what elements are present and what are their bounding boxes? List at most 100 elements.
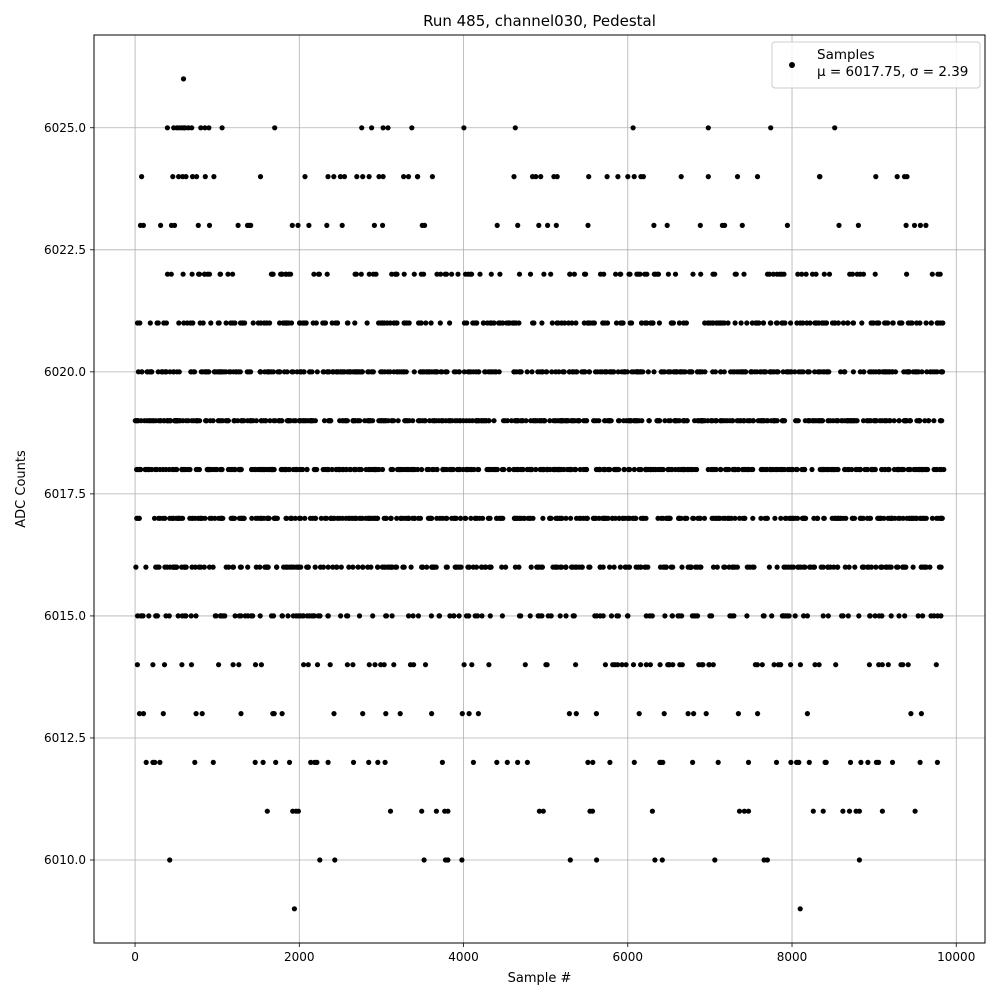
data-point — [279, 711, 285, 717]
data-point — [248, 613, 254, 619]
data-point — [554, 174, 560, 180]
data-point — [676, 515, 682, 521]
data-point — [431, 369, 437, 375]
y-tick-label: 6012.5 — [44, 731, 86, 745]
data-point — [783, 564, 789, 570]
data-point — [922, 418, 928, 424]
data-point — [788, 759, 794, 766]
data-point — [666, 369, 672, 375]
data-point — [795, 271, 801, 277]
data-point — [429, 174, 435, 180]
data-point — [754, 174, 761, 180]
data-point — [714, 564, 720, 570]
data-point — [160, 711, 166, 717]
data-point — [751, 564, 757, 570]
data-point — [456, 613, 462, 619]
data-point — [174, 369, 180, 375]
x-axis-label: Sample # — [508, 971, 572, 986]
data-point — [213, 369, 219, 375]
data-point — [800, 515, 806, 521]
data-point — [408, 564, 414, 570]
data-point — [597, 564, 604, 570]
data-point — [388, 564, 394, 570]
data-point — [768, 125, 774, 131]
data-point — [771, 662, 777, 668]
data-point — [354, 174, 360, 180]
data-point — [773, 759, 780, 766]
data-point — [366, 174, 372, 180]
data-point — [151, 515, 158, 521]
data-point — [914, 418, 920, 424]
data-point — [607, 759, 613, 766]
data-point — [845, 320, 851, 326]
data-point — [336, 466, 342, 473]
data-point — [529, 369, 535, 375]
data-point — [210, 759, 216, 766]
data-point — [387, 808, 394, 814]
data-point — [136, 515, 142, 521]
data-point — [352, 320, 358, 326]
data-point — [873, 174, 879, 180]
data-point — [236, 662, 242, 668]
data-point — [727, 418, 733, 424]
data-point — [717, 466, 724, 473]
data-point — [298, 369, 304, 375]
data-point — [601, 271, 607, 277]
data-point — [543, 662, 549, 668]
data-point — [160, 466, 166, 473]
data-point — [715, 759, 721, 766]
data-point — [847, 759, 854, 766]
data-point — [615, 174, 621, 180]
data-point — [566, 711, 573, 717]
data-point — [660, 466, 666, 473]
data-point — [512, 564, 519, 570]
data-point — [867, 369, 873, 375]
data-point — [643, 466, 649, 473]
data-point — [196, 564, 202, 570]
data-point — [613, 271, 619, 277]
data-point — [303, 418, 309, 424]
data-point — [712, 271, 718, 277]
data-point — [415, 174, 421, 180]
data-point — [812, 369, 818, 375]
data-point — [792, 515, 798, 521]
data-point — [922, 564, 928, 570]
data-point — [353, 271, 359, 277]
data-point — [410, 418, 416, 424]
data-point — [690, 271, 696, 277]
data-point — [522, 515, 528, 521]
data-point — [409, 125, 415, 131]
data-point — [173, 564, 179, 570]
data-point — [306, 369, 313, 375]
data-point — [301, 662, 307, 668]
data-point — [314, 369, 320, 375]
data-point — [494, 222, 500, 228]
data-point — [356, 466, 362, 473]
data-point — [835, 320, 842, 326]
data-point — [401, 174, 407, 180]
data-point — [383, 613, 390, 619]
data-point — [164, 125, 170, 131]
data-point — [314, 662, 321, 668]
data-point — [375, 759, 381, 766]
data-point — [879, 662, 885, 668]
data-point — [581, 320, 587, 326]
data-point — [223, 564, 229, 570]
data-point — [660, 759, 666, 766]
data-point — [543, 369, 549, 375]
legend-marker — [789, 62, 795, 68]
data-point — [685, 711, 691, 717]
data-point — [479, 613, 485, 619]
data-point — [480, 515, 486, 521]
data-point — [170, 466, 176, 473]
data-point — [657, 418, 663, 424]
data-point — [524, 759, 531, 766]
data-point — [511, 466, 517, 473]
data-point — [420, 418, 426, 424]
data-point — [838, 369, 844, 375]
data-point — [188, 613, 194, 619]
data-point — [602, 466, 608, 473]
data-point — [245, 564, 251, 570]
data-point — [657, 564, 664, 570]
data-point — [426, 369, 432, 375]
